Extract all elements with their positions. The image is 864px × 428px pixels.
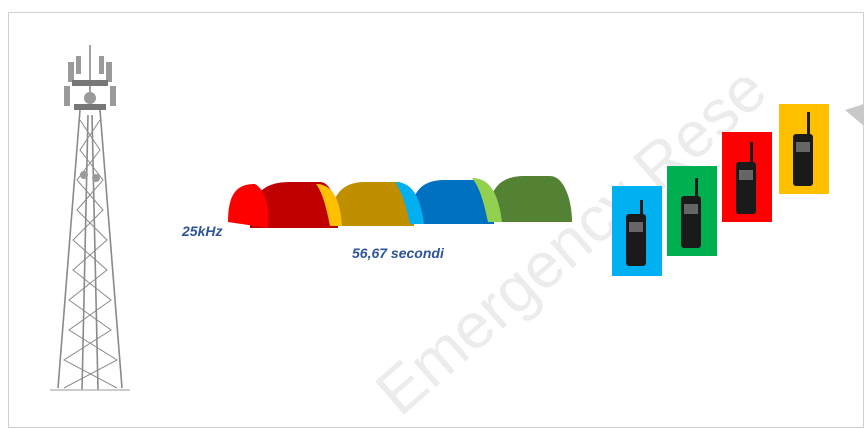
signal-segments xyxy=(228,176,572,228)
diagram: Emergency Rese 25kHz 56,67 secondi xyxy=(0,0,864,428)
duration-label: 56,67 secondi xyxy=(352,245,445,261)
bandwidth-label: 25kHz xyxy=(181,223,222,239)
